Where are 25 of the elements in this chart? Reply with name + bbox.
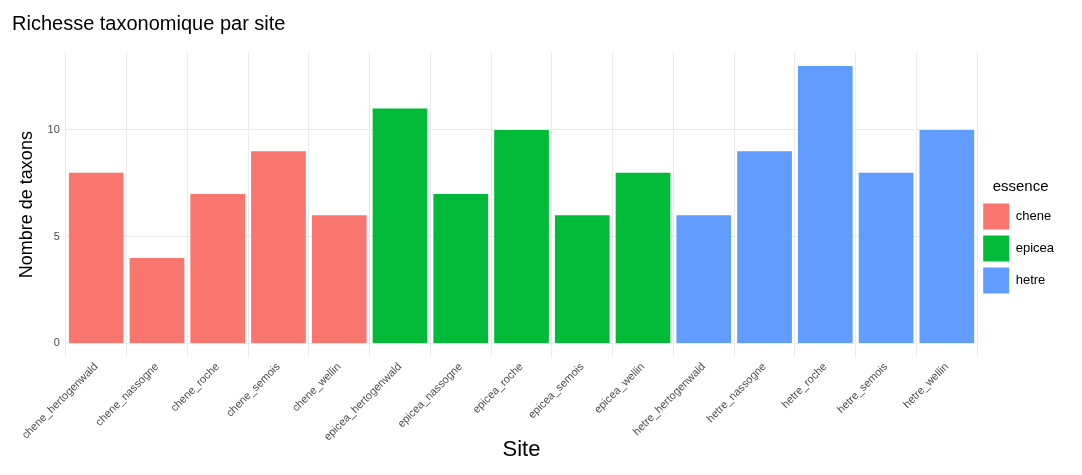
- bar: [494, 129, 549, 343]
- y-tick-label: 10: [47, 122, 60, 135]
- bar: [251, 151, 306, 343]
- bar: [858, 172, 914, 343]
- bar: [372, 108, 428, 343]
- legend-label: chene: [1015, 208, 1052, 224]
- chart-title: Richesse taxonomique par site: [12, 11, 286, 34]
- x-axis-title: Site: [502, 435, 541, 461]
- legend-label: hetre: [1015, 272, 1046, 288]
- bar: [797, 65, 853, 343]
- bar: [615, 172, 671, 343]
- bar: [676, 215, 732, 343]
- bar: [919, 129, 975, 343]
- y-tick-label: 0: [53, 336, 60, 349]
- y-axis-title: Nombre de taxons: [15, 131, 36, 279]
- y-tick-label: 5: [53, 229, 60, 242]
- legend-title: essence: [992, 177, 1049, 195]
- bar: [311, 215, 367, 343]
- bar: [554, 215, 610, 343]
- bar: [68, 172, 124, 343]
- bar: [190, 193, 246, 343]
- bar: [737, 151, 792, 343]
- legend-label: epicea: [1015, 240, 1055, 256]
- bar: [433, 193, 489, 343]
- bar: [129, 258, 185, 343]
